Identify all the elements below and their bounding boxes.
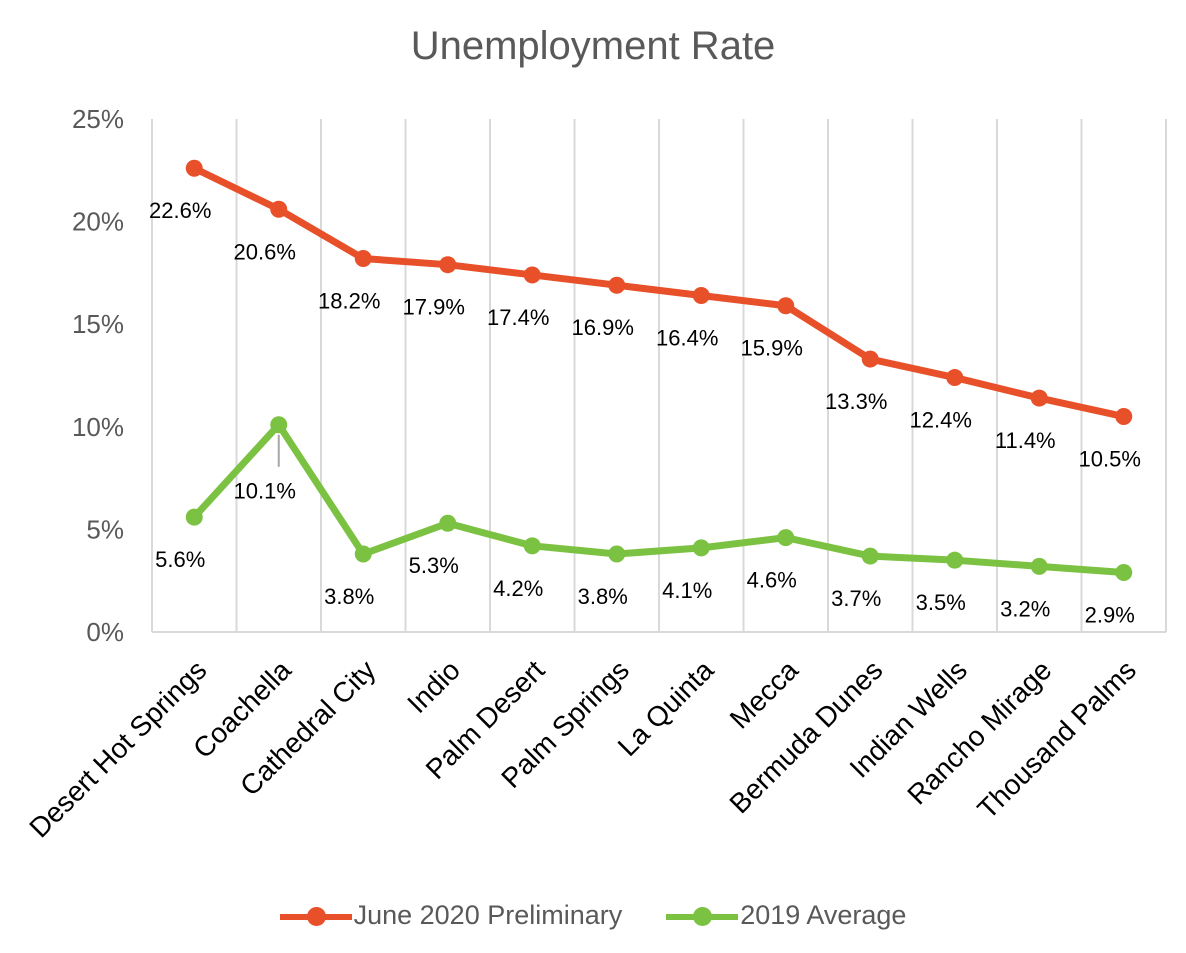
data-point	[861, 547, 879, 565]
data-label: 15.9%	[741, 336, 803, 361]
data-point	[439, 514, 457, 532]
data-label: 3.8%	[578, 584, 628, 609]
data-point	[946, 369, 964, 387]
data-label: 4.6%	[747, 568, 797, 593]
data-point	[1115, 563, 1133, 581]
y-tick-label: 5%	[86, 514, 124, 544]
series-line-0	[190, 164, 1128, 421]
data-label: 10.5%	[1079, 447, 1141, 472]
x-tick-label: Desert Hot Springs	[23, 654, 212, 843]
data-label: 22.6%	[149, 198, 211, 223]
data-point	[185, 159, 203, 177]
legend-swatch-june-2020	[279, 906, 352, 926]
data-label: 5.3%	[409, 553, 459, 578]
data-point	[692, 286, 710, 304]
data-point	[1030, 389, 1048, 407]
data-label: 12.4%	[910, 408, 972, 433]
legend-label-2019-average: 2019 Average	[740, 900, 907, 930]
data-label: 5.6%	[155, 547, 205, 572]
data-label: 4.2%	[493, 576, 543, 601]
data-point	[861, 350, 879, 368]
data-label: 13.3%	[825, 389, 887, 414]
data-label: 2.9%	[1085, 602, 1135, 627]
data-label: 17.4%	[487, 305, 549, 330]
data-label: 4.1%	[662, 578, 712, 603]
data-label: 3.7%	[831, 586, 881, 611]
data-point	[1115, 408, 1133, 426]
x-tick-label: Indio	[401, 654, 466, 719]
data-point	[185, 508, 203, 526]
x-tick-label: Bermuda Dunes	[723, 654, 888, 819]
data-label: 3.2%	[1000, 596, 1050, 621]
legend-swatch-2019-average	[666, 906, 739, 926]
data-point	[692, 539, 710, 557]
data-point	[354, 545, 372, 563]
data-label: 10.1%	[234, 479, 296, 504]
data-point	[354, 250, 372, 268]
data-point	[270, 200, 288, 218]
data-point	[946, 551, 964, 569]
data-point	[270, 416, 288, 434]
legend-item-2019-average: 2019 Average	[666, 900, 906, 931]
x-tick-label: Rancho Mirage	[901, 654, 1057, 810]
data-label: 3.5%	[916, 590, 966, 615]
data-point	[439, 256, 457, 274]
data-label: 11.4%	[995, 428, 1056, 453]
y-tick-label: 20%	[72, 207, 124, 237]
data-point	[523, 266, 541, 284]
data-point	[1030, 557, 1048, 575]
y-tick-label: 15%	[72, 309, 124, 339]
data-label: 3.8%	[324, 584, 374, 609]
chart-title: Unemployment Rate	[410, 24, 776, 68]
legend-label-june-2020: June 2020 Preliminary	[353, 900, 623, 930]
y-tick-label: 10%	[72, 412, 124, 442]
data-point	[523, 537, 541, 555]
data-label: 17.9%	[403, 295, 465, 320]
x-tick-label: Thousand Palms	[972, 654, 1142, 824]
data-label: 16.4%	[656, 325, 718, 350]
legend-item-june-2020: June 2020 Preliminary	[279, 900, 623, 931]
x-tick-label: Mecca	[724, 654, 805, 735]
data-label: 20.6%	[234, 239, 296, 264]
data-point	[777, 297, 795, 315]
data-point	[608, 276, 626, 294]
y-tick-label: 0%	[86, 617, 124, 647]
data-point	[777, 529, 795, 547]
series-line-1	[190, 421, 1128, 576]
data-point	[608, 545, 626, 563]
y-tick-label: 25%	[72, 104, 124, 134]
legend: June 2020 Preliminary 2019 Average	[0, 900, 1186, 931]
data-label: 16.9%	[572, 315, 634, 340]
data-label: 18.2%	[318, 289, 380, 314]
